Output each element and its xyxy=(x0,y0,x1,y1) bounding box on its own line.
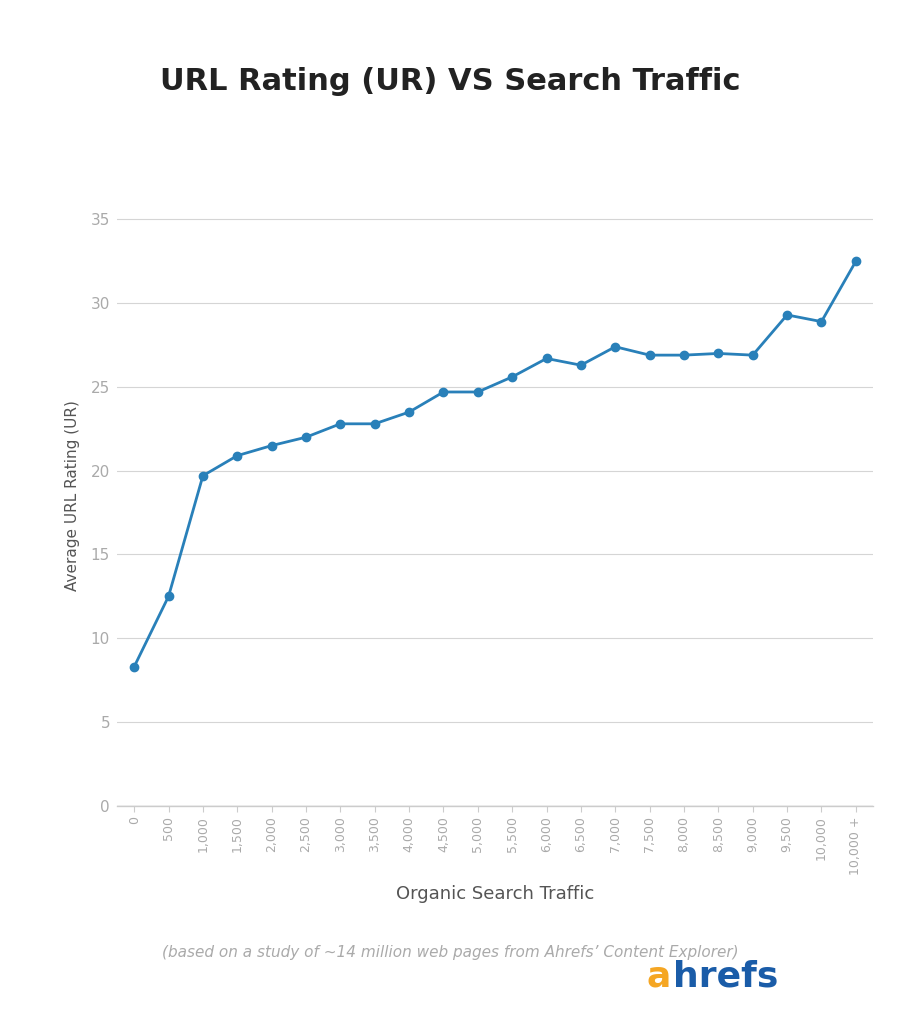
Text: (based on a study of ~14 million web pages from Ahrefs’ Content Explorer): (based on a study of ~14 million web pag… xyxy=(162,945,738,961)
Y-axis label: Average URL Rating (UR): Average URL Rating (UR) xyxy=(65,401,79,591)
Text: Organic Search Traffic: Organic Search Traffic xyxy=(396,884,594,903)
Text: hrefs: hrefs xyxy=(673,960,778,994)
Text: a: a xyxy=(646,960,670,994)
Text: URL Rating (UR) VS Search Traffic: URL Rating (UR) VS Search Traffic xyxy=(160,67,740,96)
